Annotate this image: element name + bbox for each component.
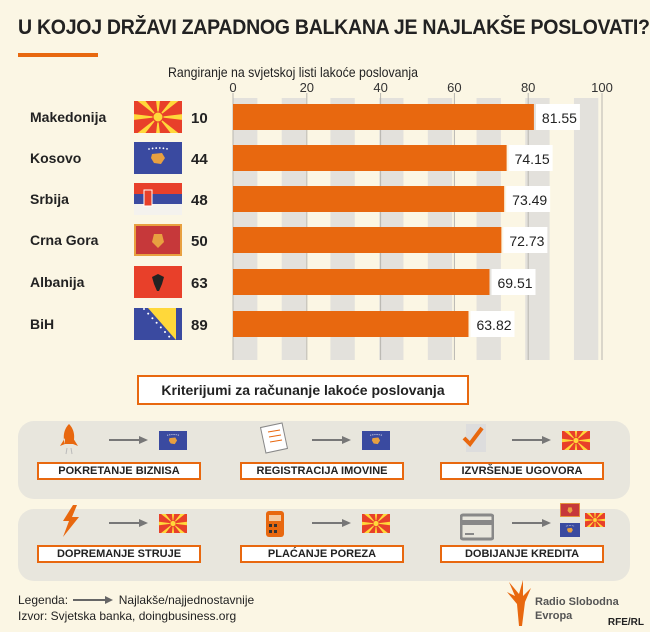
kosovo-flag-icon bbox=[159, 431, 187, 450]
value-label: 81.55 bbox=[542, 110, 577, 126]
arrow-icon bbox=[109, 436, 148, 444]
criterion-item: DOBIJANJE KREDITA bbox=[440, 503, 630, 585]
bar bbox=[233, 227, 502, 253]
bar bbox=[233, 311, 469, 337]
kosovo-flag-icon bbox=[134, 142, 182, 174]
country-label: Albanija bbox=[30, 274, 85, 290]
document-icon bbox=[260, 422, 289, 454]
north-macedonia-flag-icon bbox=[159, 514, 187, 533]
montenegro-flag-icon bbox=[134, 224, 182, 256]
country-label: Crna Gora bbox=[30, 232, 99, 248]
north-macedonia-flag-icon bbox=[362, 514, 390, 533]
north-macedonia-flag-icon bbox=[585, 513, 605, 527]
value-label-bg bbox=[470, 311, 515, 337]
logo-text-2: Evropa bbox=[535, 610, 573, 622]
value-label-bg bbox=[535, 104, 580, 130]
criterion-label: REGISTRACIJA IMOVINE bbox=[240, 462, 404, 480]
x-tick-label: 60 bbox=[447, 80, 461, 95]
criterion-item: POKRETANJE BIZNISA bbox=[37, 422, 227, 502]
country-label: Makedonija bbox=[30, 109, 106, 125]
arrow-icon bbox=[512, 519, 551, 527]
grid-band bbox=[573, 98, 599, 360]
rank-label: 10 bbox=[191, 110, 208, 127]
criterion-label: POKRETANJE BIZNISA bbox=[37, 462, 201, 480]
montenegro-flag-icon bbox=[560, 503, 580, 517]
legend-label: Legenda: bbox=[18, 593, 69, 607]
value-label-bg bbox=[503, 227, 548, 253]
country-label: Srbija bbox=[30, 191, 69, 207]
x-tick-label: 40 bbox=[373, 80, 387, 95]
bar bbox=[233, 104, 534, 130]
bar bbox=[233, 145, 507, 171]
source: Izvor: Svjetska banka, doingbusiness.org bbox=[18, 609, 237, 623]
criteria-heading: Kriterijumi za računanje lakoće poslovan… bbox=[137, 375, 469, 405]
criterion-label: DOBIJANJE KREDITA bbox=[440, 545, 604, 563]
rocket-icon bbox=[60, 424, 78, 455]
arrow-icon bbox=[312, 436, 351, 444]
criterion-item: DOPREMANJE STRUJE bbox=[37, 505, 227, 585]
lightning-icon bbox=[63, 505, 79, 537]
bar bbox=[233, 269, 490, 295]
title-underline bbox=[18, 53, 98, 57]
kosovo-flag-icon bbox=[362, 431, 390, 450]
x-tick-label: 0 bbox=[229, 80, 236, 95]
arrow-icon bbox=[512, 436, 551, 444]
value-label-bg bbox=[506, 186, 551, 212]
legend: Legenda: Najlakše/najjednostavnije bbox=[18, 593, 254, 607]
rank-label: 63 bbox=[191, 275, 208, 292]
credit-card-icon bbox=[460, 513, 494, 541]
criteria-panel-1 bbox=[18, 421, 630, 499]
north-macedonia-flag-icon bbox=[562, 431, 590, 450]
arrow-icon bbox=[109, 519, 148, 527]
country-label: BiH bbox=[30, 316, 54, 332]
albania-flag-icon bbox=[134, 266, 182, 298]
serbia-flag-icon bbox=[134, 183, 182, 215]
legend-text: Najlakše/najjednostavnije bbox=[118, 593, 255, 607]
value-label: 73.49 bbox=[512, 192, 547, 208]
arrow-icon bbox=[312, 519, 351, 527]
arrow-icon bbox=[73, 596, 114, 604]
criterion-label: DOPREMANJE STRUJE bbox=[37, 545, 201, 563]
x-tick-label: 80 bbox=[521, 80, 535, 95]
calculator-icon bbox=[266, 511, 284, 537]
bar bbox=[233, 186, 505, 212]
x-tick-label: 20 bbox=[300, 80, 314, 95]
value-label: 69.51 bbox=[497, 275, 532, 291]
page-title: U KOJOJ DRŽAVI ZAPADNOG BALKANA JE NAJLA… bbox=[18, 16, 650, 39]
kosovo-flag-icon bbox=[560, 523, 580, 537]
value-label-bg bbox=[491, 269, 536, 295]
rank-label: 48 bbox=[191, 192, 208, 209]
logo-text-1: Radio Slobodna bbox=[535, 596, 619, 608]
rank-label: 44 bbox=[191, 151, 208, 168]
bar-chart: 0 20 40 60 80 100 Makedonija 10 81.55 Kosovo 44 74.… bbox=[30, 80, 613, 360]
criterion-item: PLAĆANJE POREZA bbox=[240, 505, 430, 585]
value-label: 72.73 bbox=[509, 233, 544, 249]
rank-label: 50 bbox=[191, 233, 208, 250]
checkmark-icon bbox=[462, 424, 486, 452]
value-label-bg bbox=[508, 145, 553, 171]
logo-mark-icon bbox=[507, 580, 531, 626]
value-label: 63.82 bbox=[476, 317, 511, 333]
criterion-item: REGISTRACIJA IMOVINE bbox=[240, 422, 430, 502]
agency-mark: RFE/RL bbox=[607, 617, 644, 628]
chart-title: Rangiranje na svjetskoj listi lakoće pos… bbox=[168, 64, 418, 80]
north-macedonia-flag-icon bbox=[134, 101, 182, 133]
criterion-item: IZVRŠENJE UGOVORA bbox=[440, 422, 630, 502]
country-label: Kosovo bbox=[30, 150, 81, 166]
criterion-label: PLAĆANJE POREZA bbox=[240, 545, 404, 563]
x-tick-label: 100 bbox=[591, 80, 613, 95]
value-label: 74.15 bbox=[515, 151, 550, 167]
rank-label: 89 bbox=[191, 317, 208, 334]
bosnia-flag-icon bbox=[134, 308, 182, 340]
criterion-label: IZVRŠENJE UGOVORA bbox=[440, 462, 604, 480]
